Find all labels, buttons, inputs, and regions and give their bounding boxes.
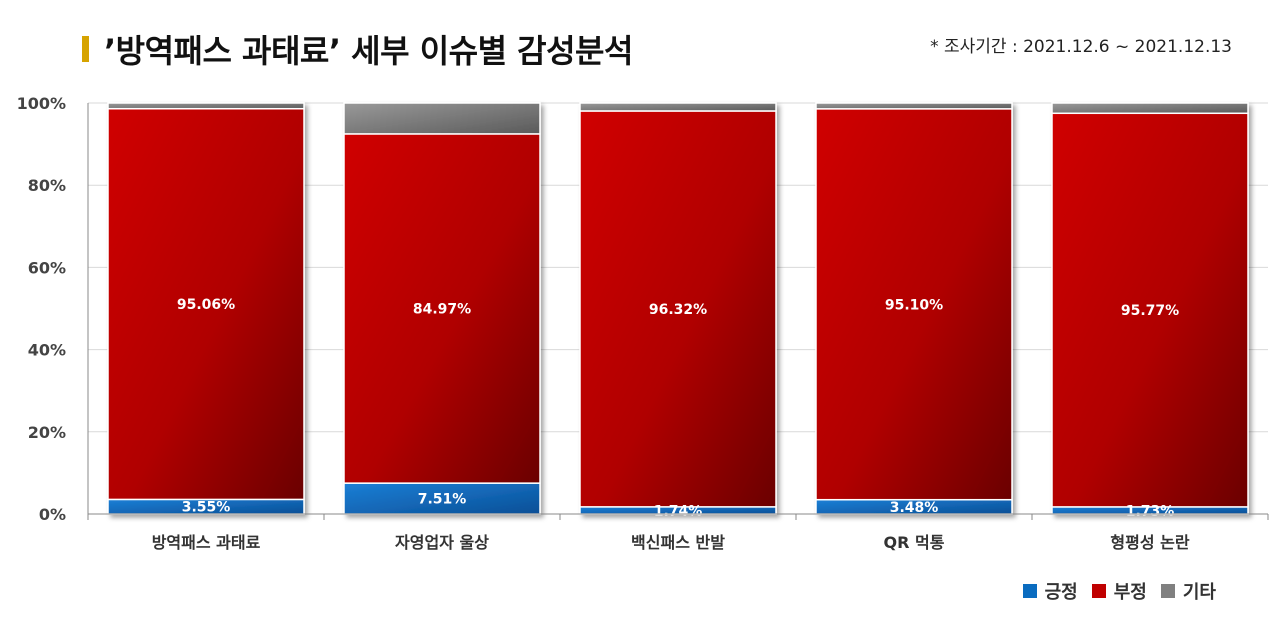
- chart-title: ’방역패스 과태료’ 세부 이슈별 감성분석: [104, 32, 633, 70]
- legend-item-negative: 부정: [1091, 578, 1147, 604]
- survey-period: * 조사기간 : 2021.12.6 ~ 2021.12.13: [930, 37, 1232, 57]
- y-tick-label: 0%: [39, 505, 66, 524]
- bars: 3.55% 95.06% 7.51% 84.97% 1.74% 96.32% 3.48% 95…: [107, 102, 1249, 519]
- legend-item-positive: 긍정: [1022, 578, 1078, 604]
- x-tick-label: 방역패스 과태료: [152, 533, 261, 552]
- x-tick-label: 형평성 논란: [1110, 533, 1189, 552]
- bar-other: [343, 102, 541, 135]
- x-tick-label: 백신패스 반발: [631, 533, 725, 552]
- legend-swatch-positive: [1022, 584, 1037, 598]
- y-tick-label: 80%: [28, 176, 66, 195]
- legend-swatch-other: [1160, 584, 1175, 598]
- y-tick-label: 20%: [28, 423, 66, 442]
- y-tick-label: 60%: [28, 258, 66, 277]
- legend: 긍정 부정 기타: [1022, 578, 1216, 604]
- data-label: 7.51%: [418, 492, 467, 508]
- x-tick-label: QR 먹통: [884, 533, 945, 552]
- y-axis: 0% 20% 40% 60% 80% 100%: [17, 94, 89, 524]
- data-label: 84.97%: [413, 302, 471, 318]
- legend-label-other: 기타: [1182, 582, 1216, 603]
- bar-stack: [1051, 102, 1249, 515]
- data-label: 95.06%: [177, 297, 235, 313]
- title-accent-bar: [82, 36, 89, 62]
- data-label: 3.55%: [182, 500, 231, 516]
- legend-label-negative: 부정: [1113, 582, 1147, 603]
- bar-stack: [343, 102, 541, 515]
- bar-stack: [579, 102, 777, 515]
- legend-label-positive: 긍정: [1044, 582, 1078, 603]
- data-label: 1.73%: [1126, 503, 1175, 519]
- data-label: 1.74%: [654, 503, 703, 519]
- data-label: 95.77%: [1121, 303, 1179, 319]
- bar-other: [815, 102, 1013, 110]
- x-axis: 방역패스 과태료 자영업자 울상 백신패스 반발 QR 먹통 형평성 논란: [87, 513, 1269, 552]
- x-tick-label: 자영업자 울상: [395, 533, 489, 552]
- data-label: 96.32%: [649, 302, 707, 318]
- bar-stack: [815, 102, 1013, 515]
- bar-other: [107, 102, 305, 110]
- bar-negative: [343, 133, 541, 484]
- y-tick-label: 100%: [17, 94, 66, 113]
- bar-negative: [815, 108, 1013, 501]
- bar-other: [1051, 102, 1249, 115]
- bar-negative: [107, 107, 305, 501]
- bar-stack: [107, 102, 305, 515]
- legend-item-other: 기타: [1160, 578, 1216, 604]
- y-tick-label: 40%: [28, 341, 66, 360]
- bar-negative: [579, 110, 777, 508]
- data-label: 3.48%: [890, 500, 939, 516]
- legend-swatch-negative: [1091, 584, 1106, 598]
- bar-negative: [1051, 112, 1249, 508]
- bar-other: [579, 102, 777, 112]
- data-label: 95.10%: [885, 297, 943, 313]
